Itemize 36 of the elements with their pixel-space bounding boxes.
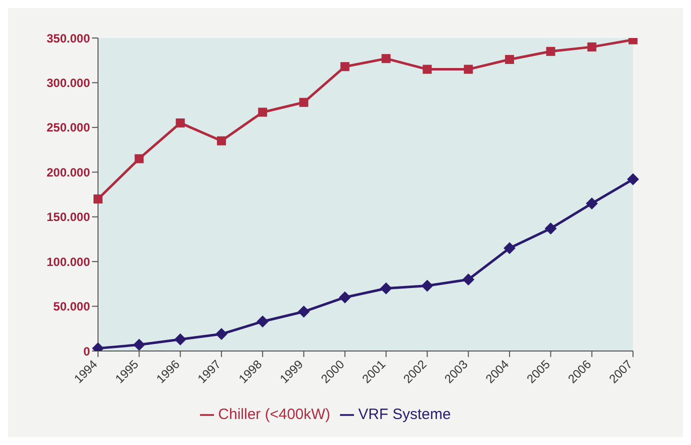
point	[215, 328, 228, 340]
point	[338, 291, 351, 304]
y-tick-label: 300.000	[46, 76, 90, 90]
point	[382, 54, 391, 64]
point	[380, 282, 392, 294]
point	[505, 54, 514, 64]
point	[421, 280, 434, 292]
point	[134, 154, 144, 164]
y-tick-label: 100.000	[46, 254, 90, 269]
legend-label: Chiller (<400kW)	[218, 406, 330, 423]
point	[176, 118, 185, 128]
y-tick-label: 250.000	[46, 120, 90, 135]
point	[544, 222, 557, 234]
point	[298, 306, 310, 318]
point	[464, 64, 473, 74]
y-tick-label: 50.000	[53, 300, 90, 314]
point	[462, 273, 474, 286]
y-tick-label: 350.000	[46, 31, 90, 46]
point	[174, 333, 186, 346]
y-tick-label: 200.000	[46, 165, 90, 180]
point	[94, 194, 102, 204]
point	[504, 242, 516, 254]
point	[627, 173, 639, 186]
point	[340, 62, 350, 72]
legend-label: VRF Systeme	[358, 406, 451, 423]
point	[299, 98, 308, 107]
point	[258, 108, 268, 117]
point	[256, 315, 269, 328]
point	[133, 338, 146, 351]
point	[546, 46, 556, 56]
point	[422, 64, 432, 74]
y-tick-label: 150.000	[46, 210, 90, 224]
y-tick-label: 0	[83, 344, 90, 358]
point	[586, 197, 598, 210]
point	[216, 136, 226, 146]
point	[587, 42, 596, 52]
